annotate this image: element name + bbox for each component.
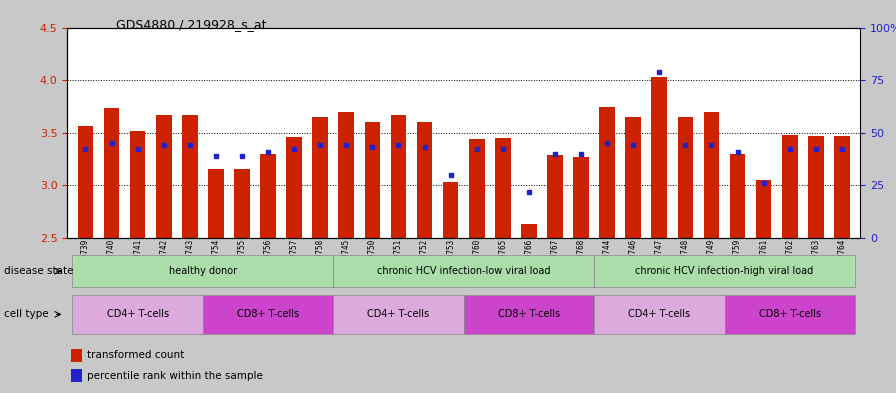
Bar [725,295,855,334]
Bar [73,295,202,334]
Bar [599,107,615,238]
Text: chronic HCV infection-low viral load: chronic HCV infection-low viral load [377,266,550,276]
Bar [333,255,594,287]
Text: chronic HCV infection-high viral load: chronic HCV infection-high viral load [635,266,814,276]
Text: transformed count: transformed count [87,350,185,360]
Bar [234,169,250,238]
Bar [703,112,719,238]
Bar [333,295,464,334]
Bar [547,155,563,238]
Text: CD4+ T-cells: CD4+ T-cells [367,309,429,320]
Bar [202,295,333,334]
Text: cell type: cell type [4,309,49,320]
Bar [78,126,93,238]
Bar [573,157,589,238]
Text: CD8+ T-cells: CD8+ T-cells [237,309,299,320]
Bar [834,136,849,238]
Bar [808,136,823,238]
Text: CD4+ T-cells: CD4+ T-cells [628,309,691,320]
Bar [73,255,333,287]
Bar [339,112,354,238]
Bar [756,180,771,238]
Bar [208,169,224,238]
Bar [391,115,406,238]
Text: disease state: disease state [4,266,74,276]
Bar [782,135,797,238]
Bar [677,117,694,238]
Bar [594,295,725,334]
Text: CD8+ T-cells: CD8+ T-cells [498,309,560,320]
Bar [469,139,485,238]
Text: healthy donor: healthy donor [168,266,237,276]
Bar [625,117,641,238]
Bar [443,182,459,238]
Text: CD4+ T-cells: CD4+ T-cells [107,309,168,320]
Bar [594,255,855,287]
Bar [495,138,511,238]
Bar [521,224,537,238]
Bar [260,154,276,238]
Bar [729,154,745,238]
Bar [417,122,433,238]
Bar [182,115,198,238]
Bar [130,130,145,238]
Text: GDS4880 / 219928_s_at: GDS4880 / 219928_s_at [116,18,267,31]
Text: CD8+ T-cells: CD8+ T-cells [759,309,821,320]
Bar [313,117,328,238]
Bar [651,77,668,238]
Bar [365,122,380,238]
Bar [464,295,594,334]
Bar [104,108,119,238]
Bar [287,137,302,238]
Bar [71,349,82,362]
Text: percentile rank within the sample: percentile rank within the sample [87,371,263,381]
Bar [71,369,82,382]
Bar [156,115,171,238]
